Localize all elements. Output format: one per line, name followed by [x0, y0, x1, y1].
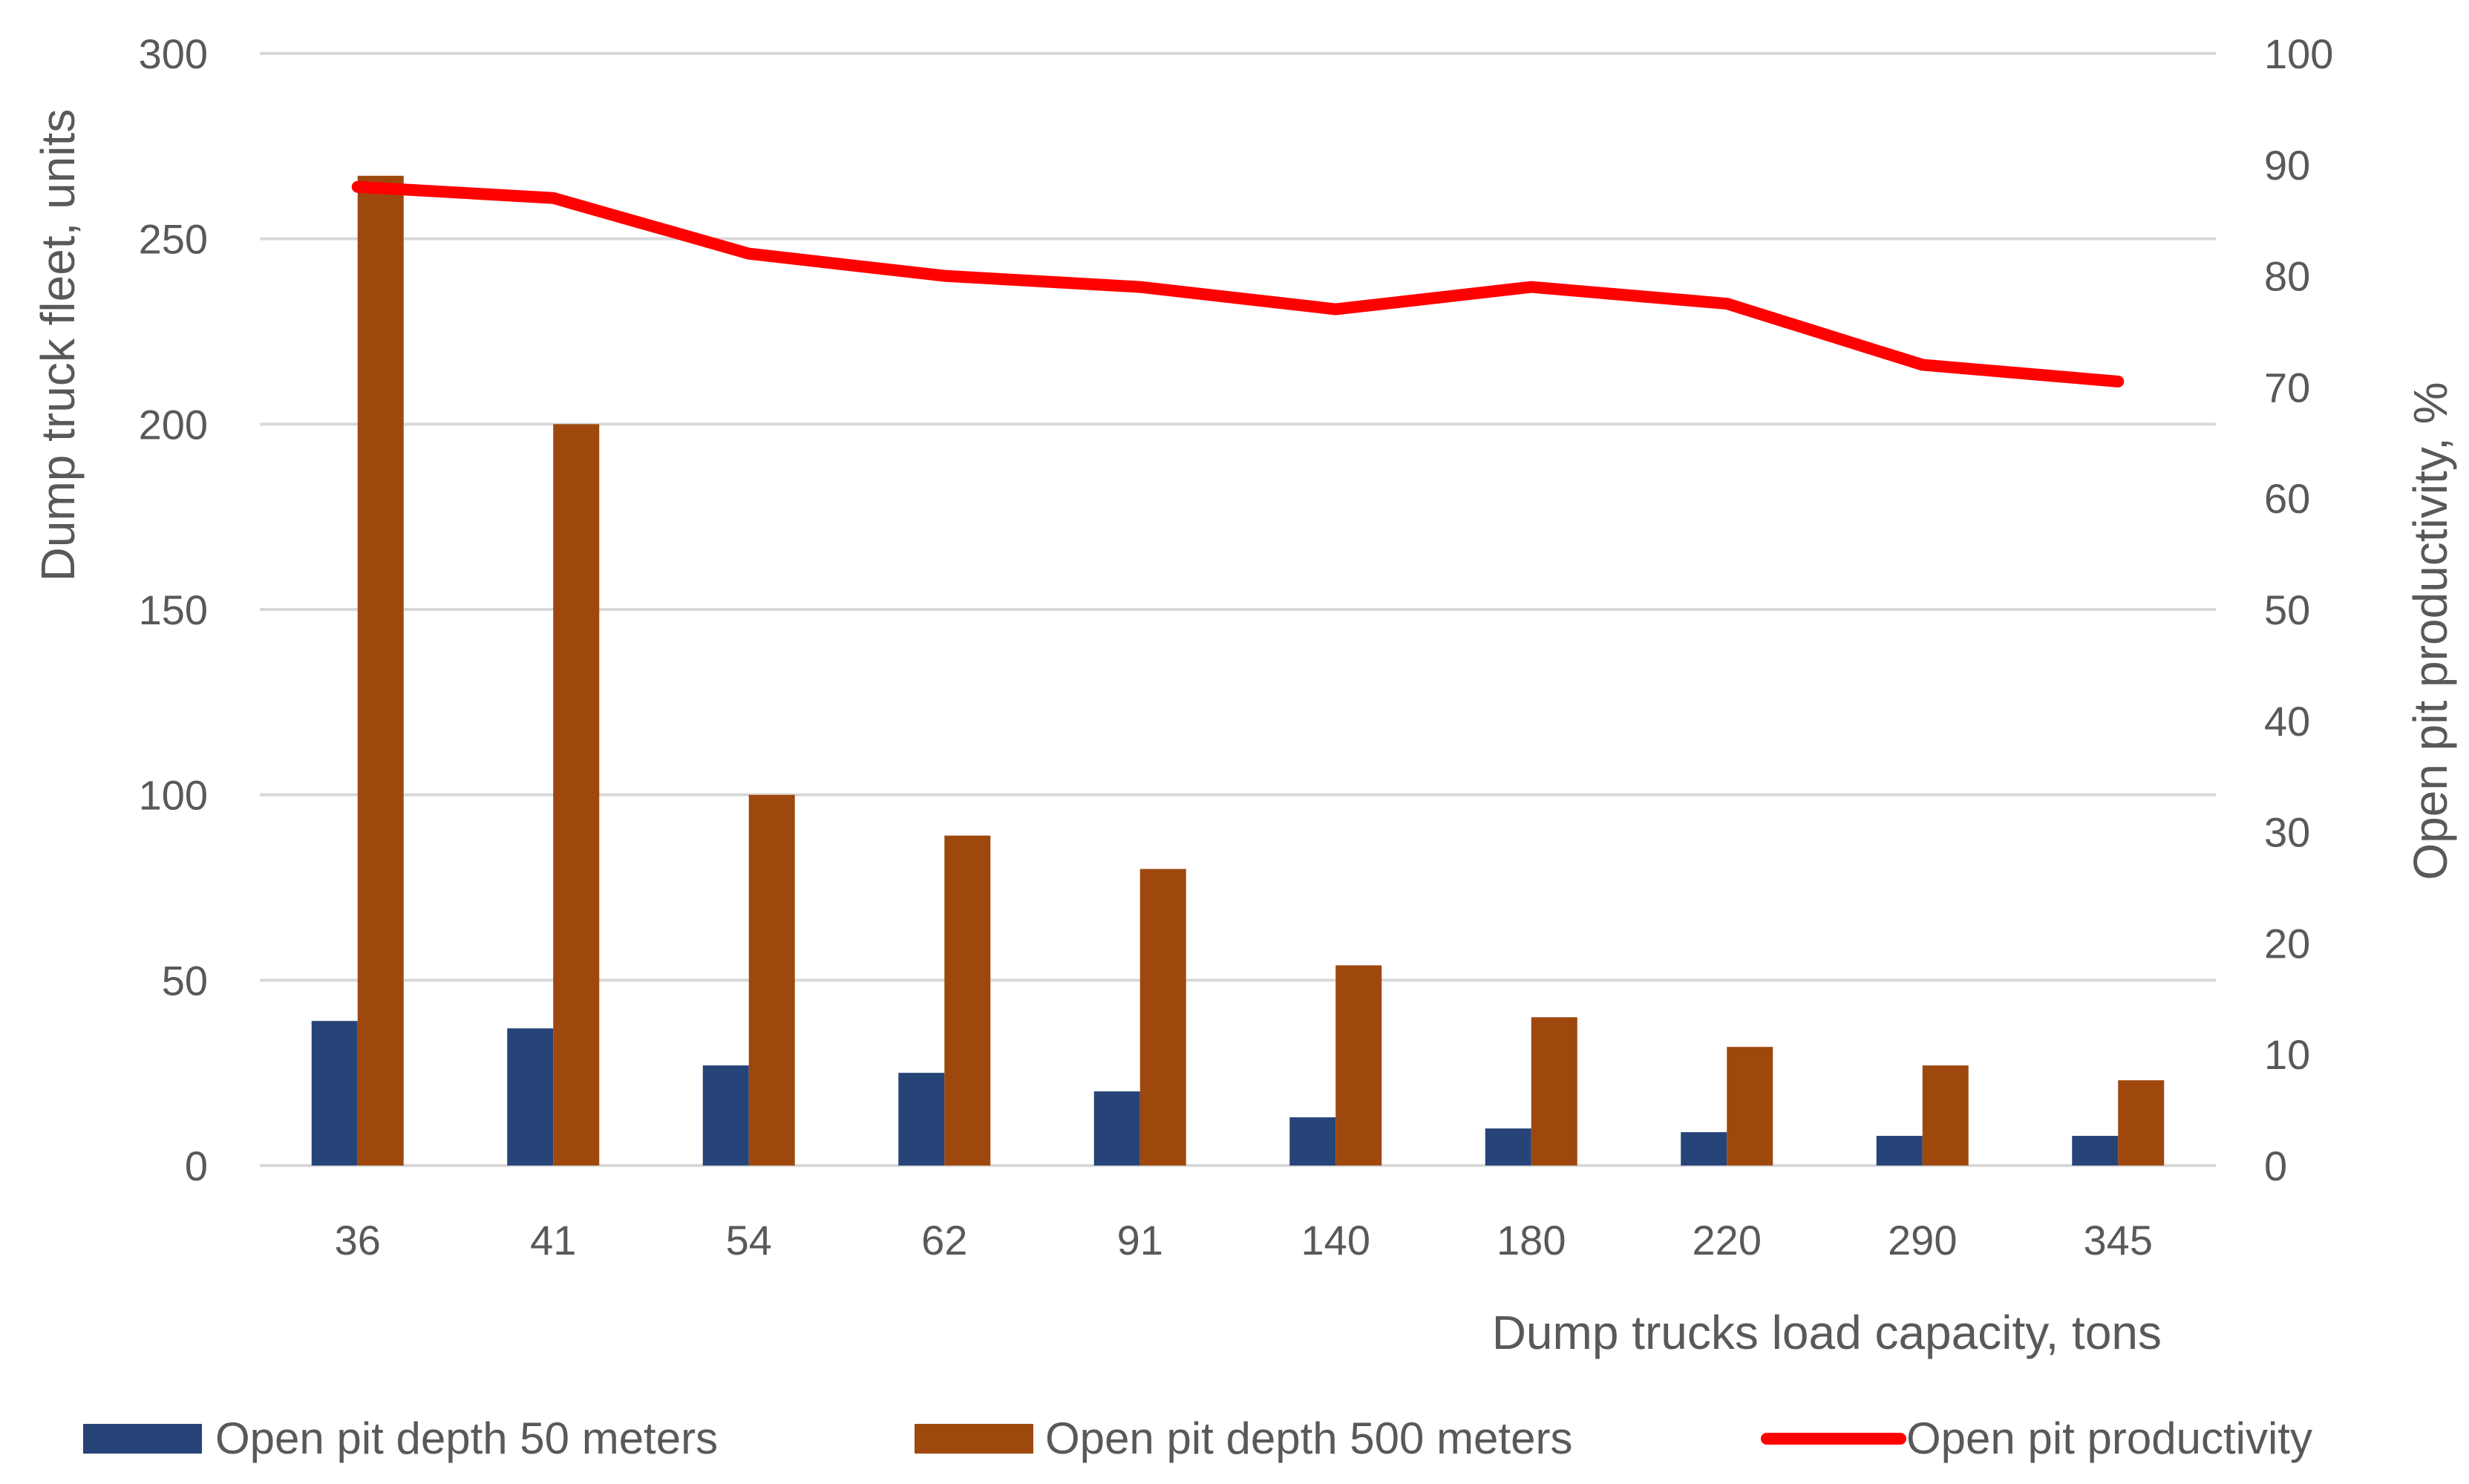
legend-label-depth-50: Open pit depth 50 meters	[215, 1413, 718, 1463]
legend-swatch-depth-500	[915, 1424, 1033, 1454]
x-tick-label: 62	[921, 1217, 967, 1264]
y2-tick-label: 0	[2264, 1143, 2287, 1189]
bar-depth-50	[898, 1073, 945, 1166]
legend: Open pit depth 50 meters Open pit depth …	[83, 1413, 2312, 1463]
x-tick-label: 36	[335, 1217, 381, 1264]
x-tick-label: 54	[726, 1217, 772, 1264]
bar-depth-500	[944, 835, 991, 1166]
bar-depth-500	[1531, 1017, 1577, 1166]
bar-depth-500	[553, 424, 600, 1166]
x-axis-title: Dump trucks load capacity, tons	[1492, 1306, 2162, 1359]
productivity-line	[351, 180, 2125, 388]
bar-depth-50	[1093, 1091, 1140, 1166]
y2-tick-label: 80	[2264, 253, 2310, 300]
bar-depth-500	[748, 794, 795, 1166]
y2-tick-label: 50	[2264, 586, 2310, 633]
legend-swatch-depth-50	[83, 1424, 202, 1454]
bar-depth-500	[1727, 1047, 1773, 1166]
y2-axis-title: Open pit productivity, %	[2404, 382, 2457, 880]
right-y-axis-ticks: 0 10 20 30 40 50 60 70 80 90 100	[2264, 30, 2333, 1189]
y-tick-label: 250	[139, 216, 208, 263]
bar-depth-50	[702, 1065, 749, 1166]
bar-depth-500	[357, 175, 404, 1166]
bar-depth-50	[1485, 1128, 1531, 1166]
bar-depth-500	[1922, 1065, 1969, 1166]
y-axis-title: Dump truck fleet, units	[31, 109, 85, 582]
bar-depth-50	[1289, 1117, 1336, 1166]
y-tick-label: 0	[185, 1143, 208, 1189]
bar-depth-50	[311, 1021, 358, 1166]
legend-label-productivity: Open pit productivity	[1906, 1413, 2312, 1463]
y-tick-label: 50	[162, 957, 208, 1004]
y2-tick-label: 90	[2264, 142, 2310, 189]
bar-depth-50	[1876, 1136, 1923, 1166]
x-tick-label: 180	[1497, 1217, 1566, 1264]
bar-depth-50	[2072, 1136, 2119, 1166]
bar-depth-500	[2118, 1080, 2165, 1166]
y2-tick-label: 60	[2264, 475, 2310, 522]
productivity-line-layer	[351, 180, 2125, 388]
x-tick-label: 140	[1301, 1217, 1370, 1264]
y-tick-label: 200	[139, 401, 208, 448]
left-y-axis-ticks: 0 50 100 150 200 250 300	[139, 30, 208, 1189]
bar-depth-50	[507, 1028, 554, 1166]
y2-tick-label: 100	[2264, 30, 2333, 77]
x-tick-label: 41	[530, 1217, 576, 1264]
y-tick-label: 300	[139, 30, 208, 77]
x-tick-label: 345	[2084, 1217, 2153, 1264]
y2-tick-label: 30	[2264, 809, 2310, 856]
bar-depth-500	[1335, 965, 1382, 1166]
y2-tick-label: 40	[2264, 698, 2310, 745]
x-tick-label: 290	[1888, 1217, 1957, 1264]
y-tick-label: 100	[139, 772, 208, 819]
bar-depth-50	[1681, 1132, 1727, 1166]
y-tick-label: 150	[139, 586, 208, 633]
x-tick-label: 91	[1117, 1217, 1163, 1264]
y2-tick-label: 20	[2264, 920, 2310, 967]
y2-tick-label: 70	[2264, 364, 2310, 411]
bars	[311, 175, 2165, 1166]
y2-tick-label: 10	[2264, 1031, 2310, 1078]
bar-depth-500	[1139, 869, 1186, 1166]
x-tick-label: 220	[1693, 1217, 1762, 1264]
legend-label-depth-500: Open pit depth 500 meters	[1045, 1413, 1572, 1463]
x-axis-ticks: 36 41 54 62 91 140 180 220 290 345	[335, 1217, 2153, 1264]
